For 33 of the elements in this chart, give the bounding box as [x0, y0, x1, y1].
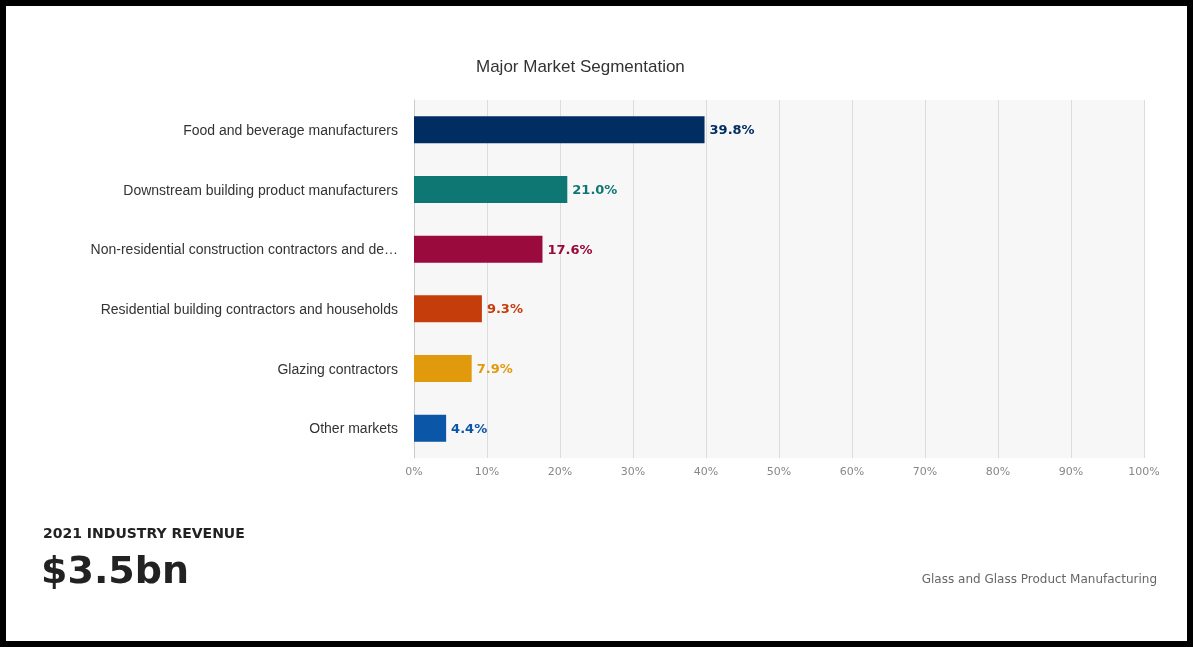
x-tick-label: 0%	[405, 465, 423, 478]
y-tick-label: Food and beverage manufacturers	[183, 121, 398, 138]
bar	[414, 176, 568, 203]
data-label: 39.8%	[709, 122, 755, 138]
bar	[414, 116, 705, 144]
data-label: 9.3%	[486, 301, 523, 317]
x-tick-label: 80%	[985, 465, 1011, 478]
bar	[414, 235, 543, 263]
y-tick-label: Glazing contractors	[277, 360, 398, 377]
y-tick-label: Non-residential construction contractors and de…	[90, 241, 398, 258]
bar	[414, 355, 472, 382]
x-tick-label: 100%	[1128, 465, 1160, 478]
x-tick-label: 90%	[1058, 465, 1084, 478]
x-tick-label: 20%	[547, 465, 573, 478]
text: Glass and Glass Product Manufacturing	[921, 572, 1158, 586]
x-tick-label: 70%	[912, 465, 938, 478]
data-label: 7.9%	[476, 361, 513, 376]
x-tick-label: 30%	[620, 465, 646, 478]
x-tick-label: 40%	[693, 465, 719, 478]
data-label: 4.4%	[451, 420, 488, 436]
data-label: 21.0%	[572, 182, 618, 197]
chart-title: Major Market Segmentation	[476, 57, 685, 76]
text: 2021 INDUSTRY REVENUE	[43, 525, 245, 541]
bar	[414, 414, 447, 442]
x-tick-label: 60%	[839, 465, 865, 478]
bar	[414, 295, 482, 323]
text: $3.5bn	[41, 548, 190, 592]
y-tick-label: Downstream building product manufacturers	[123, 181, 398, 198]
y-tick-label: Residential building contractors and households	[100, 300, 398, 317]
data-label: 17.6%	[547, 241, 593, 257]
x-tick-label: 50%	[766, 465, 792, 478]
x-tick-label: 10%	[474, 465, 500, 478]
y-tick-label: Other markets	[309, 420, 398, 437]
